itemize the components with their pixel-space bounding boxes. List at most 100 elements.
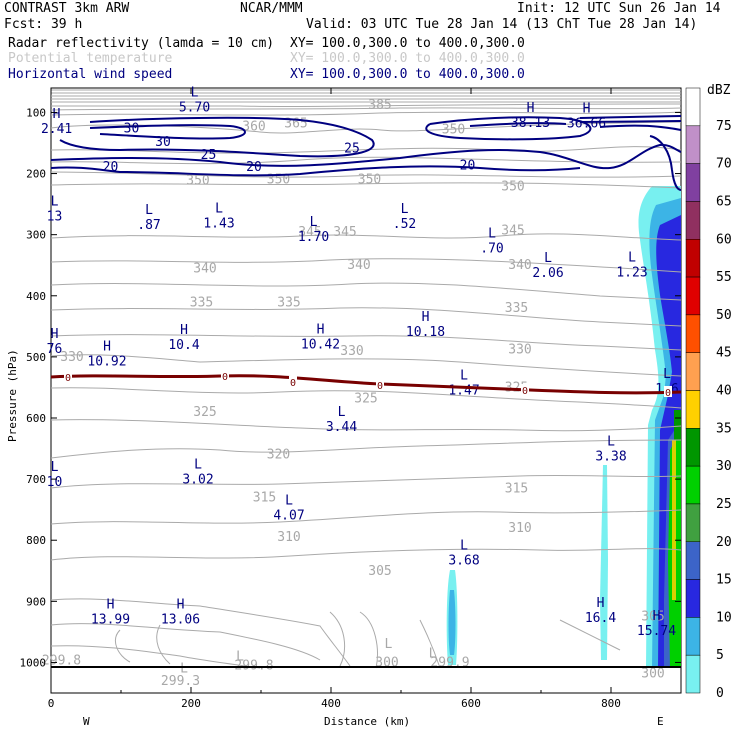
- wind-extremum-type: H: [177, 598, 185, 613]
- wind-extremum-value: 15.74: [637, 624, 676, 639]
- wind-extremum-value: 10.42: [301, 338, 340, 353]
- colorbar-swatch: [685, 541, 701, 580]
- field-reflectivity-name: Radar reflectivity (lamda = 10 cm): [8, 36, 274, 51]
- colorbar-swatch: [685, 390, 701, 429]
- y-tick-label: 1000: [20, 656, 47, 669]
- theta-line: [50, 171, 682, 178]
- theta-extremum-label: L: [429, 646, 437, 661]
- colorbar-swatch: [685, 276, 701, 316]
- field-wind-name: Horizontal wind speed: [8, 67, 172, 82]
- wind-extremum-type: L: [488, 227, 496, 242]
- theta-label: 350: [501, 179, 524, 194]
- wind-contours: [50, 115, 682, 191]
- theta-line: [50, 258, 682, 273]
- theta-line: [329, 611, 346, 667]
- theta-line: [359, 611, 378, 669]
- x-end-east: E: [657, 715, 664, 728]
- theta-line: [50, 182, 682, 189]
- wind-extremum-value: 13.99: [91, 613, 130, 628]
- x-tick-label: 200: [181, 697, 201, 710]
- freezing-label-bg: [289, 376, 297, 387]
- wind-extremum-value: 3.02: [182, 473, 213, 488]
- wind-extremum-value: 2.06: [532, 266, 563, 281]
- wind-extremum-value: 3.68: [448, 553, 479, 568]
- theta-label: 345: [501, 223, 524, 238]
- theta-label: 345: [333, 225, 356, 240]
- x-tick-label: 400: [321, 697, 341, 710]
- freezing-label: 0: [290, 378, 296, 389]
- theta-line: [559, 619, 621, 651]
- theta-line: [50, 282, 682, 301]
- wind-extremum-value: 38.13: [511, 116, 550, 131]
- wind-contour-30: [89, 124, 246, 140]
- colorbar-swatch: [685, 314, 701, 353]
- colorbar-swatch: [685, 125, 701, 164]
- wind-extremum-type: L: [607, 434, 615, 449]
- wind-extremum-type: H: [583, 101, 591, 116]
- colorbar-label: 25: [716, 497, 732, 512]
- colorbar-swatch: [685, 201, 701, 240]
- theta-label: 299.8: [42, 654, 81, 669]
- wind-label: 30: [155, 135, 171, 150]
- wind-extremum-type: H: [180, 323, 188, 338]
- theta-label: 350: [358, 173, 381, 188]
- wind-extremum-type: H: [422, 310, 430, 325]
- theta-label: 299.3: [161, 674, 200, 689]
- theta-line: [50, 598, 351, 667]
- refl-streak-790: [600, 465, 608, 660]
- theta-label: 315: [253, 490, 276, 505]
- wind-extremum-type: L: [191, 86, 199, 101]
- wind-extremum-type: L: [460, 368, 468, 383]
- wind-extremum-type: L: [460, 538, 468, 553]
- theta-line: [50, 623, 321, 661]
- wind-extremum-value: 10.18: [406, 325, 445, 340]
- theta-label: 305: [641, 610, 664, 625]
- colorbar-swatch: [685, 617, 701, 656]
- header-fcst: Fcst: 39 h: [4, 17, 82, 32]
- x-tick-label: 800: [601, 697, 621, 710]
- theta-label: 320: [267, 448, 290, 463]
- wind-extremum-value: 1.23: [616, 266, 647, 281]
- wind-extremum-type: H: [103, 340, 111, 355]
- theta-line: [50, 354, 682, 377]
- theta-label: 310: [508, 521, 531, 536]
- y-tick-label: 800: [26, 534, 46, 547]
- theta-label: 305: [368, 564, 391, 579]
- wind-extremum-value: 2.41: [41, 122, 72, 137]
- theta-line: [50, 419, 682, 432]
- colorbar-swatch: [685, 239, 701, 278]
- theta-line: [50, 146, 682, 154]
- theta-line: [50, 439, 682, 459]
- header-valid: Valid: 03 UTC Tue 28 Jan 14 (13 ChT Tue …: [306, 17, 697, 32]
- wind-label: 20: [246, 160, 262, 175]
- wind-extremum-value: 36.66: [567, 116, 606, 131]
- freezing-label-bg: [221, 370, 229, 381]
- wind-contour-35b: [579, 120, 682, 123]
- wind-contour-30c: [599, 124, 682, 131]
- wind-extremum-type: L: [338, 405, 346, 420]
- freezing-label-bg: [664, 386, 672, 397]
- colorbar-label: 20: [716, 535, 732, 550]
- theta-label: 335: [277, 296, 300, 311]
- wind-contour-35: [579, 115, 682, 119]
- colorbar-swatch: [685, 503, 701, 542]
- y-tick-label: 200: [26, 168, 46, 181]
- wind-contour-30b: [469, 122, 567, 127]
- field-theta-xy: XY= 100.0,300.0 to 400.0,300.0: [290, 51, 525, 66]
- theta-label: 330: [340, 344, 363, 359]
- wind-label: 25: [201, 148, 217, 163]
- theta-label: 335: [505, 301, 528, 316]
- wind-extremum-value: 5.70: [179, 101, 210, 116]
- theta-line: [115, 629, 131, 663]
- theta-line: [50, 645, 261, 669]
- wind-extremum-type: L: [51, 194, 59, 209]
- colorbar-label: 65: [716, 194, 732, 209]
- colorbar-swatch: [685, 87, 701, 127]
- theta-line: [50, 548, 682, 561]
- wind-extremum-type: L: [663, 367, 671, 382]
- colorbar-swatch: [685, 654, 701, 694]
- wind-extremum-value: .52: [393, 217, 416, 232]
- theta-label: 350: [267, 173, 290, 188]
